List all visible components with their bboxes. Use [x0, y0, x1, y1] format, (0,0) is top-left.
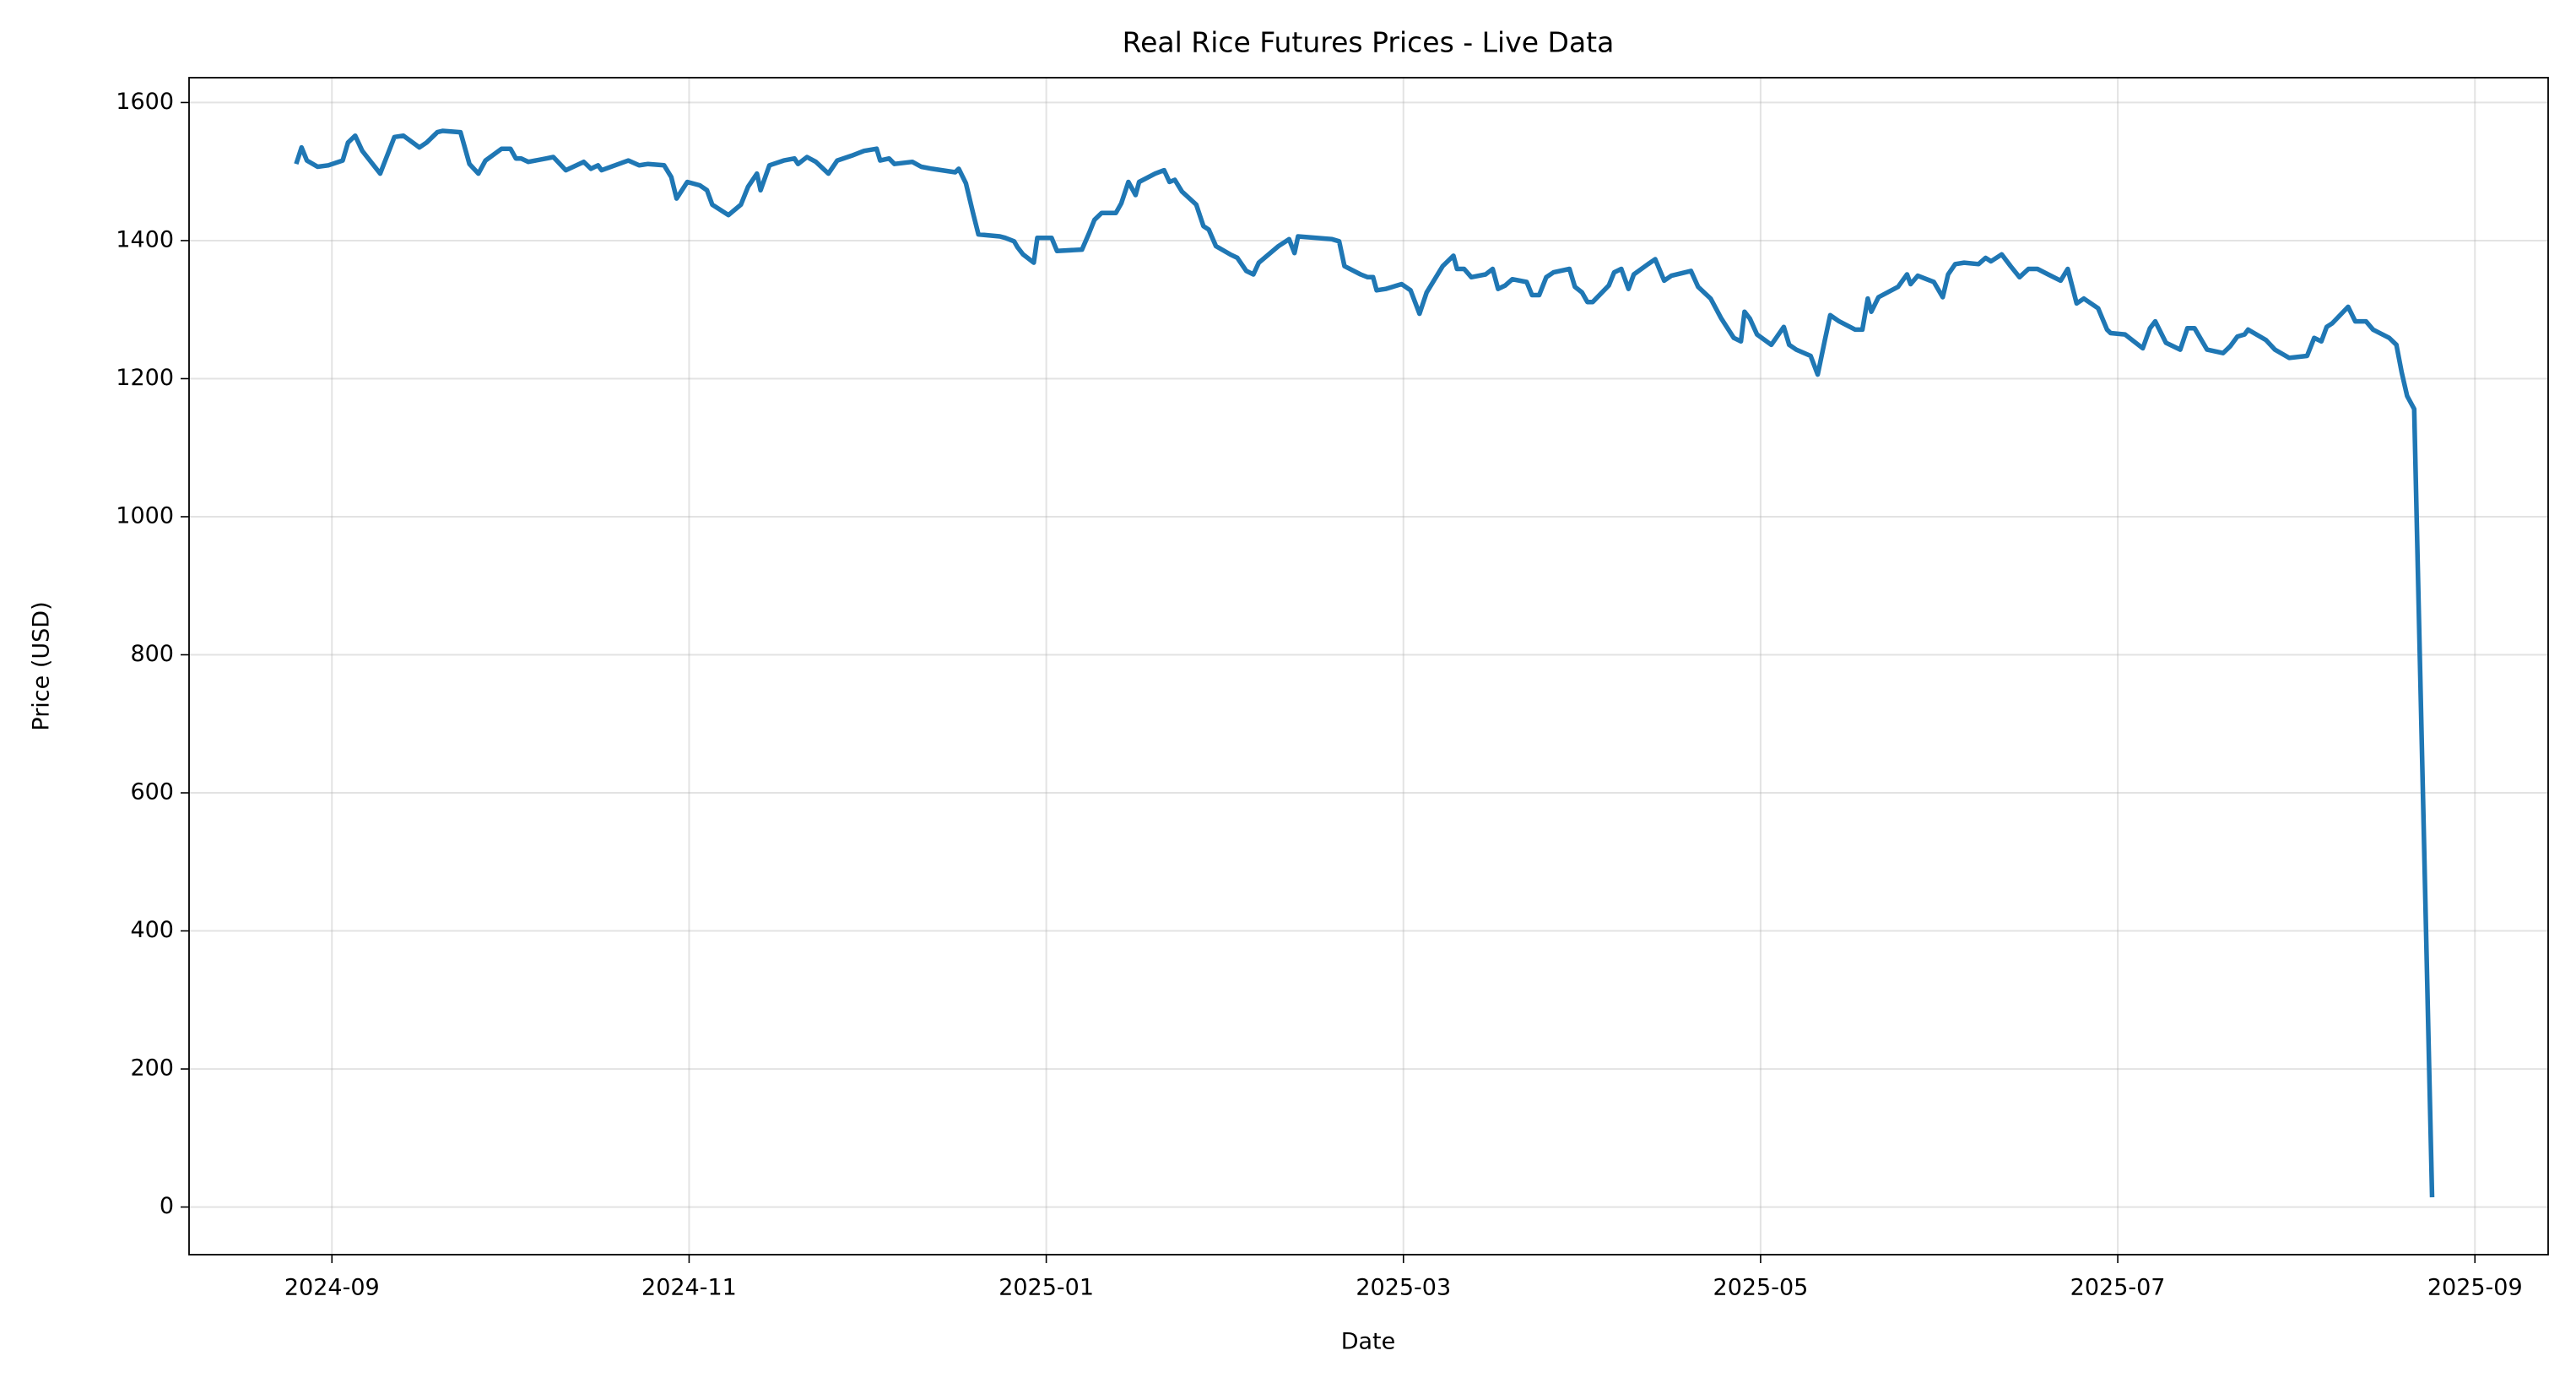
y-tick-label: 1400 [116, 226, 174, 252]
y-tick-label: 600 [130, 779, 174, 805]
x-tick-label: 2024-09 [284, 1275, 380, 1301]
y-tick-label: 1200 [116, 365, 174, 391]
x-tick-label: 2025-03 [1356, 1275, 1451, 1301]
y-tick-label: 200 [130, 1055, 174, 1082]
x-tick-label: 2025-09 [2427, 1275, 2523, 1301]
y-axis-label: Price (USD) [29, 601, 55, 730]
x-tick-label: 2025-07 [2070, 1275, 2166, 1301]
x-tick-label: 2024-11 [641, 1275, 737, 1301]
x-axis-label: Date [1341, 1329, 1396, 1355]
plot-frame [188, 77, 2549, 1256]
chart-title: Real Rice Futures Prices - Live Data [1123, 26, 1615, 59]
y-tick-label: 400 [130, 917, 174, 943]
x-tick-label: 2025-01 [998, 1275, 1094, 1301]
price-line [294, 128, 2435, 1198]
y-tick-label: 1000 [116, 502, 174, 529]
y-tick-label: 0 [160, 1193, 174, 1219]
y-tick-label: 1600 [116, 89, 174, 115]
y-tick-label: 800 [130, 641, 174, 667]
x-tick-label: 2025-05 [1713, 1275, 1809, 1301]
